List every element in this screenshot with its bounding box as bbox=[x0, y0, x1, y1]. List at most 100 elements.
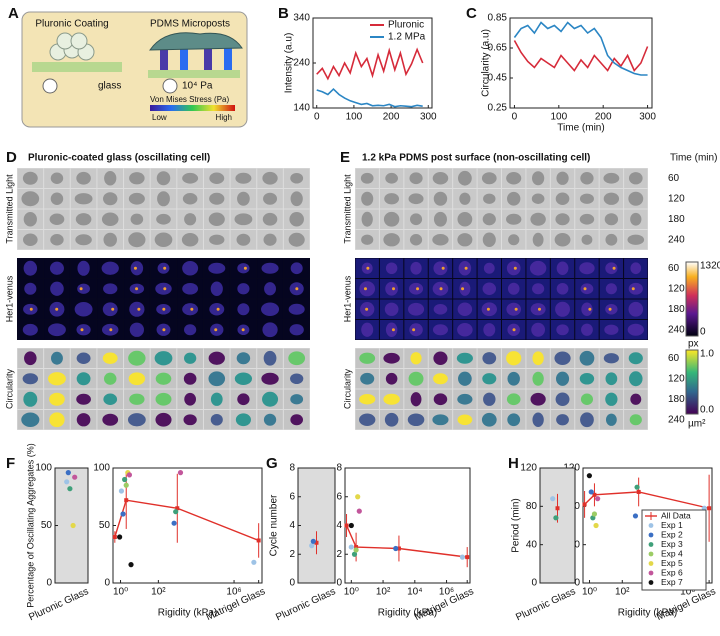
signal-spot bbox=[163, 287, 167, 291]
glass-label: Pluronic Glass bbox=[27, 586, 90, 623]
cell-blob bbox=[210, 392, 223, 406]
cell-blob bbox=[482, 282, 497, 295]
cell-blob bbox=[208, 371, 226, 387]
cell-blob bbox=[48, 372, 66, 386]
y-axis-label: Percentage of Oscillating Aggregates (%) bbox=[25, 443, 35, 608]
cell-blob bbox=[103, 232, 117, 247]
cell-blob bbox=[262, 391, 279, 407]
cell-blob bbox=[555, 213, 570, 226]
cell-blob bbox=[409, 172, 423, 185]
cell-blob bbox=[208, 262, 226, 274]
cell-blob bbox=[290, 373, 304, 385]
data-line bbox=[316, 47, 424, 81]
pdms-title: PDMS Microposts bbox=[150, 19, 230, 30]
cell-blob bbox=[76, 324, 91, 336]
signal-spot bbox=[135, 287, 139, 291]
cell-blob bbox=[410, 261, 422, 275]
cell-blob bbox=[385, 172, 398, 184]
cell-blob bbox=[235, 172, 252, 184]
cell-blob bbox=[263, 350, 277, 366]
x-tick-label: 10⁶ bbox=[439, 587, 454, 598]
cell-blob bbox=[263, 192, 278, 205]
cell-blob bbox=[21, 191, 40, 207]
cell-blob bbox=[24, 351, 37, 366]
exp-point bbox=[65, 470, 71, 476]
cell-blob bbox=[579, 372, 595, 385]
cell-blob bbox=[264, 282, 276, 296]
y-axis-label: Period (min) bbox=[511, 498, 522, 552]
exp-point bbox=[348, 522, 354, 529]
legend-label: Exp 2 bbox=[661, 529, 683, 539]
y-tick-label: 6 bbox=[336, 491, 342, 502]
image-block-bg bbox=[355, 348, 648, 430]
cell-blob bbox=[628, 301, 644, 317]
cell-blob bbox=[102, 302, 118, 317]
signal-spot bbox=[631, 287, 635, 291]
cell-blob bbox=[183, 372, 197, 385]
cell-blob bbox=[263, 413, 277, 426]
cell-blob bbox=[457, 414, 473, 426]
signal-spot bbox=[162, 307, 166, 311]
cell-blob bbox=[433, 211, 447, 227]
exp-point bbox=[393, 545, 399, 552]
cell-blob bbox=[408, 193, 424, 205]
mean-marker bbox=[582, 502, 587, 507]
x-tick-label: 10⁰ bbox=[344, 587, 359, 598]
sensor-icon bbox=[162, 78, 178, 94]
cell-blob bbox=[262, 171, 278, 185]
cell-blob bbox=[128, 350, 146, 366]
signal-spot bbox=[391, 328, 395, 332]
exp-point bbox=[586, 473, 592, 479]
colorbar-unit: px bbox=[688, 339, 699, 350]
cell-blob bbox=[604, 324, 619, 335]
cell-blob bbox=[483, 193, 496, 204]
cell-blob bbox=[24, 282, 37, 295]
exp-point bbox=[632, 513, 639, 519]
y-tick-label: 0 bbox=[104, 578, 110, 589]
time-label: 60 bbox=[668, 173, 680, 184]
row-label: Transmitted Light bbox=[4, 174, 14, 244]
legend-swatch bbox=[648, 570, 654, 576]
cell-blob bbox=[383, 352, 400, 364]
cell-blob bbox=[433, 303, 448, 315]
cell-blob bbox=[184, 392, 196, 406]
x-tick-label: 300 bbox=[420, 112, 437, 123]
time-label: 180 bbox=[668, 214, 685, 225]
signal-spot bbox=[295, 287, 299, 291]
time-label: 120 bbox=[668, 373, 685, 384]
mean-marker bbox=[344, 523, 349, 528]
mean-marker bbox=[396, 546, 401, 551]
cell-blob bbox=[76, 393, 91, 405]
cell-blob bbox=[532, 412, 544, 428]
cell-blob bbox=[481, 412, 497, 427]
cell-blob bbox=[556, 261, 569, 276]
time-label: 240 bbox=[668, 414, 685, 425]
exp-point bbox=[553, 515, 559, 521]
cell-blob bbox=[290, 262, 303, 275]
exp-point bbox=[173, 509, 179, 515]
cell-blob bbox=[182, 303, 199, 316]
y-tick-label: 0 bbox=[574, 578, 580, 589]
legend-swatch bbox=[648, 551, 654, 557]
cell-blob bbox=[103, 283, 118, 295]
cell-blob bbox=[22, 373, 39, 385]
cell-blob bbox=[209, 234, 225, 245]
signal-spot bbox=[608, 307, 612, 311]
cell-blob bbox=[456, 352, 473, 364]
cell-blob bbox=[50, 234, 64, 246]
cell-blob bbox=[209, 192, 225, 205]
cell-blob bbox=[237, 263, 250, 274]
mean-marker bbox=[465, 555, 470, 560]
mean-marker bbox=[707, 506, 712, 511]
cell-blob bbox=[74, 301, 93, 317]
data-line bbox=[513, 40, 649, 72]
cell-blob bbox=[209, 172, 225, 184]
cell-blob bbox=[77, 283, 90, 294]
mean-marker bbox=[354, 545, 359, 550]
mean-line bbox=[345, 525, 468, 558]
cell-blob bbox=[410, 352, 422, 365]
cell-blob bbox=[483, 323, 496, 337]
cell-blob bbox=[50, 172, 64, 184]
time-label: 240 bbox=[668, 234, 685, 245]
x-axis-label: Rigidity (kPa) bbox=[158, 608, 217, 619]
